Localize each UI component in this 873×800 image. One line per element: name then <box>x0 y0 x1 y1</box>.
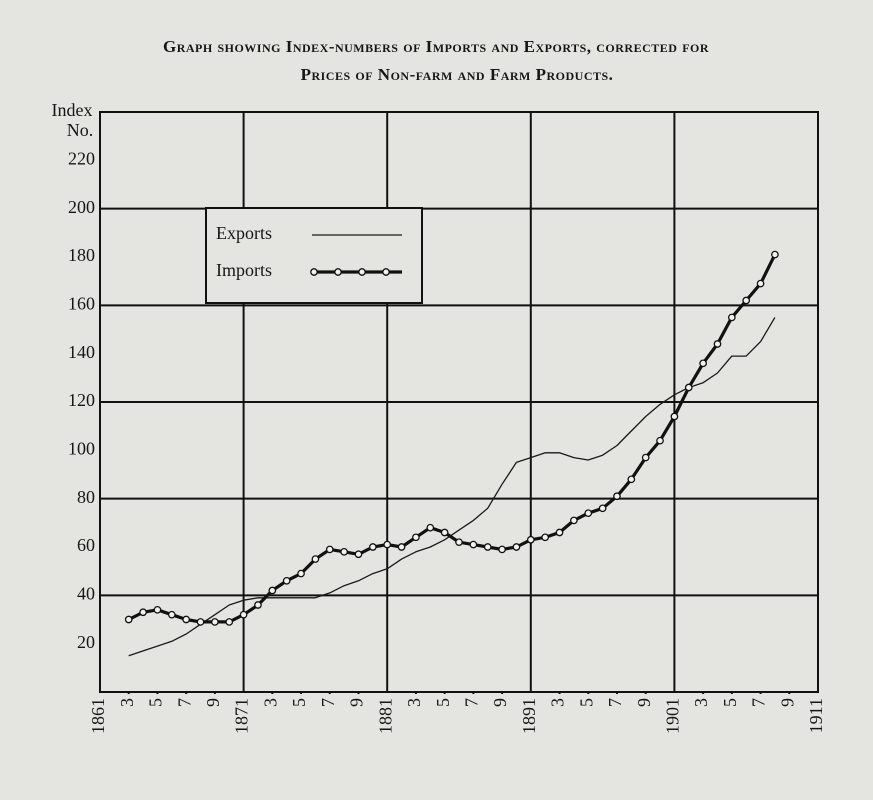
x-tick-label: 9 <box>347 698 367 707</box>
data-point <box>526 535 535 544</box>
y-tick-label: 40 <box>77 583 95 603</box>
legend-marker <box>310 268 318 276</box>
data-point <box>368 543 377 551</box>
x-tick-label: 3 <box>260 698 280 707</box>
data-point <box>282 576 291 585</box>
x-tick-label: 9 <box>634 698 654 707</box>
data-point <box>182 615 191 624</box>
data-point <box>684 383 693 392</box>
x-tick-label: 7 <box>174 698 194 707</box>
x-tick-label: 9 <box>490 698 510 707</box>
data-point <box>483 543 492 551</box>
x-tick-label: 1881 <box>375 698 395 734</box>
data-point <box>325 545 334 554</box>
data-point <box>455 538 463 547</box>
data-point <box>440 528 449 537</box>
chart-title: Graph showing Index-numbers of Imports a… <box>163 37 709 56</box>
data-point <box>699 359 707 368</box>
series-line <box>127 253 777 624</box>
data-point <box>225 618 234 626</box>
data-point <box>254 601 262 609</box>
data-point <box>713 340 722 348</box>
y-axis-label: Index <box>52 100 93 120</box>
legend-marker <box>382 268 390 276</box>
data-point <box>742 296 751 305</box>
x-tick-label: 1891 <box>519 698 539 734</box>
data-point <box>727 313 736 322</box>
x-tick-label: 5 <box>720 698 740 707</box>
legend-box <box>205 207 423 304</box>
data-point <box>656 436 664 445</box>
x-tick-label: 5 <box>576 698 596 707</box>
data-point <box>598 504 607 513</box>
series-line <box>128 317 776 657</box>
data-point <box>153 605 162 614</box>
data-point <box>297 569 305 578</box>
x-tick-label: 1861 <box>88 698 108 734</box>
data-point <box>139 608 147 617</box>
x-tick-label: 9 <box>203 698 223 707</box>
x-tick-label: 1911 <box>806 698 826 733</box>
data-point <box>613 492 621 501</box>
data-point <box>426 523 435 532</box>
data-point <box>211 618 219 626</box>
y-tick-label: 220 <box>68 148 95 168</box>
data-point <box>196 618 205 626</box>
data-point <box>167 610 176 619</box>
data-point <box>627 475 636 484</box>
data-point <box>555 528 564 537</box>
x-tick-label: 7 <box>461 698 481 707</box>
x-tick-label: 3 <box>117 698 137 707</box>
y-tick-label: 60 <box>77 535 95 555</box>
y-tick-label: 180 <box>68 245 95 265</box>
x-tick-label: 5 <box>289 698 309 707</box>
data-point <box>498 545 506 554</box>
data-point <box>512 543 521 551</box>
x-tick-label: 5 <box>146 698 166 707</box>
y-tick-label: 20 <box>77 632 95 652</box>
x-tick-label: 3 <box>548 698 568 707</box>
chart-title: Prices of Non-farm and Farm Products. <box>301 65 614 84</box>
data-point <box>124 615 133 624</box>
data-point <box>383 540 392 549</box>
data-point <box>570 516 578 525</box>
y-tick-label: 120 <box>68 390 95 410</box>
x-tick-label: 3 <box>404 698 424 707</box>
y-tick-label: 100 <box>68 438 95 458</box>
data-point <box>670 412 679 421</box>
data-point <box>641 453 650 462</box>
x-tick-label: 7 <box>318 698 338 707</box>
data-point <box>311 555 320 563</box>
y-tick-label: 80 <box>77 487 95 507</box>
data-point <box>469 540 478 549</box>
data-point <box>239 610 248 619</box>
x-tick-label: 1871 <box>232 698 252 734</box>
data-point <box>340 547 348 556</box>
data-point <box>584 509 593 518</box>
y-axis-label: No. <box>67 120 94 140</box>
y-tick-label: 200 <box>68 197 95 217</box>
data-point <box>397 543 406 551</box>
x-tick-label: 3 <box>691 698 711 707</box>
y-tick-label: 160 <box>68 293 95 313</box>
x-tick-label: 1901 <box>663 698 683 734</box>
legend-label: Imports <box>216 260 272 280</box>
x-tick-label: 5 <box>433 698 453 707</box>
legend-label: Exports <box>216 223 272 243</box>
x-tick-label: 9 <box>777 698 797 707</box>
data-point <box>268 586 277 595</box>
data-point <box>412 533 420 542</box>
data-point <box>756 279 765 288</box>
y-tick-label: 140 <box>68 342 95 362</box>
legend-marker <box>334 268 342 276</box>
data-point <box>771 250 779 259</box>
legend-marker <box>358 268 366 276</box>
x-tick-label: 7 <box>749 698 769 707</box>
data-point <box>354 550 363 559</box>
data-point <box>541 533 550 542</box>
x-tick-label: 7 <box>605 698 625 707</box>
